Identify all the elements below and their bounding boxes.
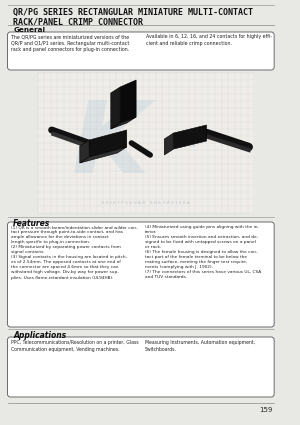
- Polygon shape: [80, 147, 127, 163]
- Polygon shape: [120, 80, 136, 123]
- Text: Measuring Instruments, Automation equipment,
Switchboards.: Measuring Instruments, Automation equipm…: [145, 340, 255, 351]
- Text: K: K: [72, 96, 149, 193]
- Text: Э Л Е К Т Р О Н Н А Я    Б И Б Л И О Т Е К А: Э Л Е К Т Р О Н Н А Я Б И Б Л И О Т Е К …: [101, 201, 190, 205]
- Text: The QR/PG series are miniaturized versions of the
QR/P and Q1/P1 series. Rectang: The QR/PG series are miniaturized versio…: [11, 34, 130, 52]
- Text: .ru: .ru: [179, 136, 196, 150]
- Text: 159: 159: [259, 407, 272, 413]
- Text: QR/PG SERIES RECTANGULAR MINIATURE MULTI-CONTACT: QR/PG SERIES RECTANGULAR MINIATURE MULTI…: [13, 8, 253, 17]
- FancyBboxPatch shape: [8, 222, 274, 327]
- Polygon shape: [80, 140, 89, 163]
- Text: Applications: Applications: [13, 331, 66, 340]
- Text: (1) QR is a smooth beam/indentation-slider and wilder con-
tact pressure through: (1) QR is a smooth beam/indentation-slid…: [11, 225, 138, 280]
- Text: Available in 6, 12, 16, and 24 contacts for highly effi-
cient and reliable crim: Available in 6, 12, 16, and 24 contacts …: [146, 34, 272, 45]
- Polygon shape: [111, 117, 136, 129]
- Text: Features: Features: [13, 219, 50, 228]
- Polygon shape: [111, 87, 120, 129]
- Polygon shape: [164, 133, 174, 155]
- Text: RACK/PANEL CRIMP CONNECTOR: RACK/PANEL CRIMP CONNECTOR: [13, 17, 143, 26]
- Text: General: General: [13, 27, 45, 33]
- FancyBboxPatch shape: [8, 32, 274, 70]
- Bar: [38, 73, 254, 213]
- Text: (4) Miniaturized using guide pins aligning with the in-
terior.
(5) Ensures smoo: (4) Miniaturized using guide pins aligni…: [145, 225, 261, 280]
- Polygon shape: [174, 125, 206, 149]
- Polygon shape: [89, 130, 127, 157]
- FancyBboxPatch shape: [8, 337, 274, 397]
- Text: PPC, Telecommunications/Resolution on a printer, Glass
Communication equipment, : PPC, Telecommunications/Resolution on a …: [11, 340, 139, 351]
